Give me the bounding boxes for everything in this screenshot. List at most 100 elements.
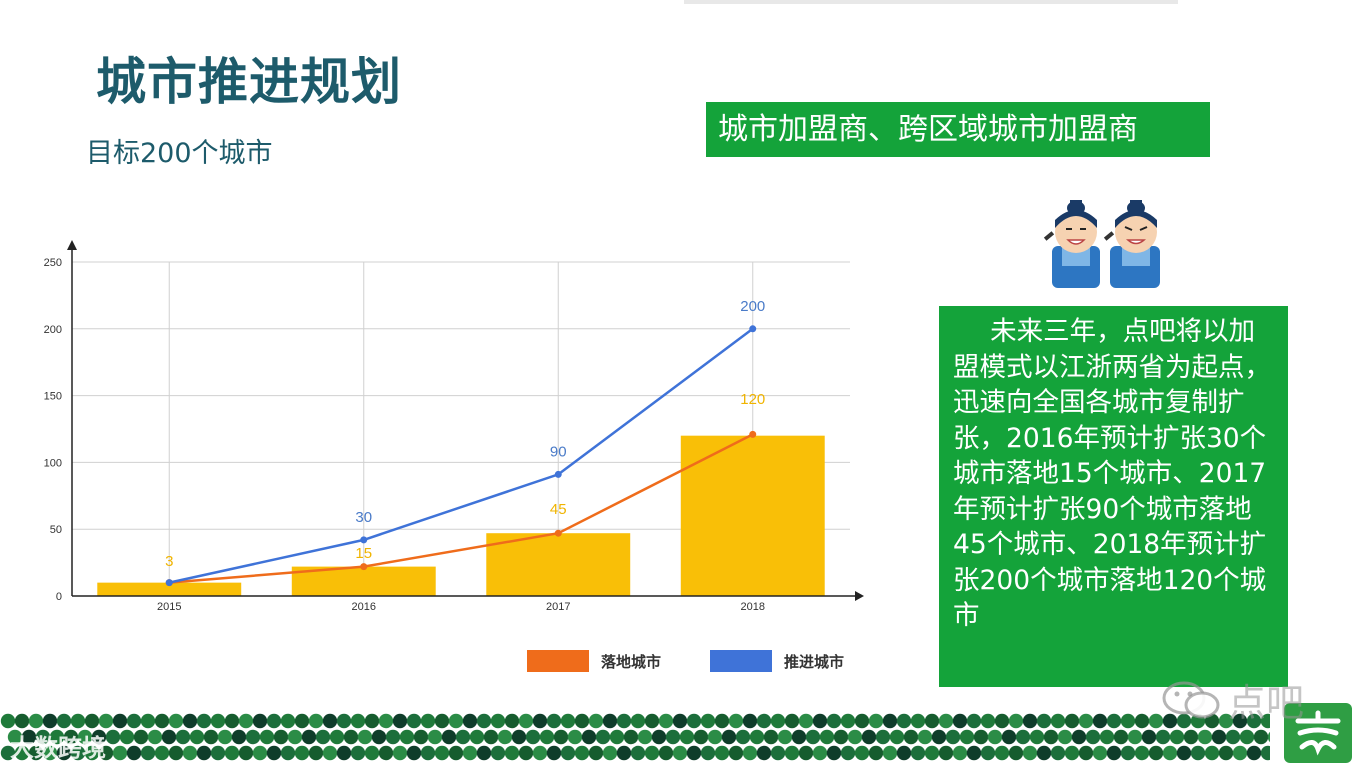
- footer-dot: [294, 745, 310, 761]
- point-promoted-2017: [554, 470, 562, 478]
- point-promoted-2016: [360, 536, 368, 544]
- footer-dot: [882, 745, 898, 761]
- footer-dot: [644, 713, 660, 729]
- footer-dot: [1260, 713, 1270, 729]
- footer-dot: [868, 745, 884, 761]
- footer-dot: [931, 729, 947, 745]
- footer-dot: [826, 745, 842, 761]
- footer-dot: [140, 745, 156, 761]
- footer-dot: [1113, 729, 1129, 745]
- footer-dot: [1127, 729, 1143, 745]
- footer-dot: [364, 745, 380, 761]
- y-axis-arrow: [67, 240, 77, 250]
- footer-dot: [133, 729, 149, 745]
- footer-dot: [868, 713, 884, 729]
- footer-dot: [14, 745, 30, 761]
- footer-dot: [434, 713, 450, 729]
- footer-dot: [637, 729, 653, 745]
- y-tick-label-200: 200: [44, 324, 62, 336]
- bar-2015: [97, 582, 242, 596]
- footer-dot: [1043, 729, 1059, 745]
- data-label-landed-2017: 45: [550, 501, 567, 518]
- footer-dot: [959, 729, 975, 745]
- footer-dot: [427, 729, 443, 745]
- x-tick-label-2016: 2016: [352, 601, 376, 613]
- footer-dot: [371, 729, 387, 745]
- footer-dot: [1008, 745, 1024, 761]
- footer-dot: [840, 745, 856, 761]
- footer-dot: [287, 729, 303, 745]
- footer-dot: [497, 729, 513, 745]
- footer-dot: [1218, 745, 1234, 761]
- legend-label-landed: 落地城市: [601, 652, 662, 671]
- footer-dot: [756, 713, 772, 729]
- footer-dot: [1148, 745, 1164, 761]
- footer-dot: [203, 729, 219, 745]
- footer-dot: [1239, 729, 1255, 745]
- footer-dot: [833, 729, 849, 745]
- footer-dot: [56, 713, 72, 729]
- footer-dot: [1176, 713, 1192, 729]
- footer-dot: [1232, 713, 1248, 729]
- footer-dot: [112, 713, 128, 729]
- footer-dot: [448, 745, 464, 761]
- footer-dot: [0, 713, 16, 729]
- y-tick-label-250: 250: [44, 257, 62, 269]
- footer-logo-icon: [1284, 703, 1352, 763]
- footer-dot: [889, 729, 905, 745]
- footer-dot: [854, 713, 870, 729]
- footer-dot: [987, 729, 1003, 745]
- city-chart: 0 50 100 150 200 250 2015 2016 2017 2018 3 15 45 120 3…: [44, 240, 864, 613]
- footer-dot: [938, 745, 954, 761]
- x-axis-arrow: [855, 591, 864, 601]
- footer-dot: [714, 745, 730, 761]
- footer-dot: [553, 729, 569, 745]
- footer-dot: [784, 745, 800, 761]
- point-promoted-2018: [749, 325, 757, 333]
- footer-dot: [490, 713, 506, 729]
- footer-dot: [777, 729, 793, 745]
- footer-dot: [308, 713, 324, 729]
- footer-dot: [770, 713, 786, 729]
- line-landed: [169, 433, 754, 584]
- footer-dot: [1064, 745, 1080, 761]
- footer-dot: [595, 729, 611, 745]
- footer-dot: [1253, 729, 1269, 745]
- footer-dot: [1064, 713, 1080, 729]
- point-landed-2017: [554, 529, 562, 537]
- footer-dot: [980, 713, 996, 729]
- footer-dot: [763, 729, 779, 745]
- footer-dot: [14, 713, 30, 729]
- footer-dot: [1141, 729, 1157, 745]
- footer-dot: [819, 729, 835, 745]
- footer-dot: [721, 729, 737, 745]
- footer-dot: [952, 713, 968, 729]
- footer-dot: [315, 729, 331, 745]
- footer-dot: [154, 745, 170, 761]
- footer-dot: [1148, 713, 1164, 729]
- footer-dot: [364, 713, 380, 729]
- footer-dot: [42, 745, 58, 761]
- footer-dot: [350, 713, 366, 729]
- footer-dot: [1092, 713, 1108, 729]
- footer-dot: [28, 745, 44, 761]
- footer-dot: [182, 713, 198, 729]
- footer-dot: [378, 713, 394, 729]
- mascot-right: [1103, 200, 1160, 288]
- footer-dot: [511, 729, 527, 745]
- footer-dot: [1085, 729, 1101, 745]
- footer-dot: [1022, 713, 1038, 729]
- footer-dot: [770, 745, 786, 761]
- footer-dot: [1099, 729, 1115, 745]
- footer-dot: [994, 713, 1010, 729]
- footer-dot: [1162, 713, 1178, 729]
- x-tick-label-2015: 2015: [157, 601, 181, 613]
- footer-dot: [1022, 745, 1038, 761]
- y-tick-label-0: 0: [56, 591, 62, 603]
- footer-dot: [1162, 745, 1178, 761]
- footer-dot: [588, 713, 604, 729]
- footer-dot: [1106, 713, 1122, 729]
- footer-dot: [672, 745, 688, 761]
- footer-dot: [679, 729, 695, 745]
- footer-dot: [791, 729, 807, 745]
